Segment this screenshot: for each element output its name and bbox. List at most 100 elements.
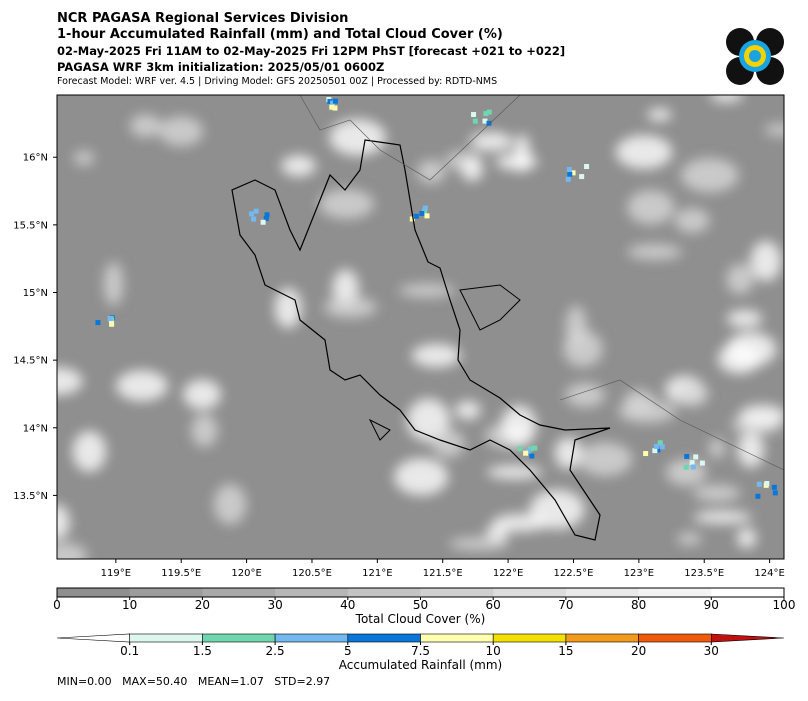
colorbar-tick-label: 0 [53,598,61,612]
cloud-patch [737,432,765,468]
x-tick-label: 121.5°E [423,568,463,579]
colorbar-tick-label: 20 [195,598,210,612]
cloud-patch [398,283,455,298]
colorbar-segment [638,588,712,597]
rain-pixel [413,213,419,219]
rain-pixel [517,446,523,452]
rain-pixel [756,481,762,487]
rain-pixel [95,320,101,326]
y-tick-label: 13.5°N [13,491,48,502]
valid-time: 02-May-2025 Fri 11AM to 02-May-2025 Fri … [57,44,566,58]
rain-pixel [699,460,705,466]
cloud-patch [57,543,88,559]
cloud-patch [448,537,509,551]
y-tick-label: 15.5°N [13,220,48,231]
colorbar-tick-label: 50 [413,598,428,612]
x-tick-label: 119.5°E [161,568,201,579]
coastline-faint [299,95,784,471]
rain-pixel [764,481,770,487]
rain-pixel [486,120,492,126]
x-tick-label: 123°E [624,568,654,579]
cloud-patch [129,114,162,138]
cloud-patch [461,158,483,182]
rain-pixel [327,99,333,105]
cloud-patch [417,159,446,184]
rain-pixel [523,450,529,456]
cloud-patch [615,134,673,170]
cloud-patch [394,458,449,496]
colorbar-tick-label: 90 [704,598,719,612]
init-time: PAGASA WRF 3km initialization: 2025/05/0… [57,60,385,74]
rain-pixel [264,212,270,218]
rain-pixel [472,118,478,124]
colorbar-segment [202,633,276,643]
cloud-patch [486,465,543,479]
colorbar-segment [493,588,567,597]
coastline [231,139,611,541]
rain-pixel [683,464,689,470]
x-tick-label: 124°E [754,568,784,579]
colorbar-tick-label: 10 [122,598,137,612]
cloud-patch [726,263,754,295]
cloud-patch [738,404,784,427]
rain-pixel [655,447,661,453]
cloud-patch [680,158,739,193]
rain-pixel [565,176,571,182]
y-tick-label: 16°N [23,153,48,164]
cloud-patch [578,442,633,477]
rain-pixel [693,454,699,460]
cloud-patch [514,133,531,173]
cloud-patch [191,413,218,447]
rain-pixel [643,451,649,457]
cloud-patch [627,243,682,260]
x-tick-label: 121°E [362,568,392,579]
colorbar-segment [274,633,349,643]
colorbar-tick-label: 7.5 [411,644,430,658]
colorbar-segment [492,633,567,643]
cloud-patch [57,367,83,396]
map-frame [56,94,785,560]
rain-pixel [657,440,663,446]
cloud-patch [717,343,761,374]
colorbar-extend-low [56,633,130,643]
cloud-patch [73,150,95,166]
rain-pixel [690,464,696,470]
title: NCR PAGASA Regional Services Division [57,11,349,26]
colorbar-extend-high [711,633,785,643]
rain-pixel [424,213,430,219]
cloud-patch [627,190,675,225]
colorbar-label: Accumulated Rainfall (mm) [339,658,502,672]
cloud-patch [708,438,726,459]
cloud-patch [674,208,710,233]
rain-pixel [659,444,665,450]
rain-pixel [584,164,590,170]
cloud-patch [501,405,537,446]
cloud-patch [158,116,204,147]
rain-pixel [566,167,572,173]
colorbar-segment [202,588,276,597]
rain-pixel [579,174,585,180]
cloud-patch [57,504,70,540]
rain-pixel [260,219,266,225]
cloud-patch [431,429,465,458]
cloud-patch [469,131,513,152]
cloud-patch [213,483,247,525]
cloud-patch [455,400,481,420]
cloud-patch [665,459,707,486]
x-tick-label: 122°E [493,568,523,579]
rain-pixel [332,105,338,111]
rain-pixel [419,210,425,216]
colorbar-segment [129,588,203,597]
cloud-patch [565,382,606,408]
cloud-field [57,95,784,559]
cloud-patch [647,108,672,122]
cloud-patch [736,527,757,549]
subtitle: 1-hour Accumulated Rainfall (mm) and Tot… [57,27,503,42]
y-tick-label: 15°N [23,288,48,299]
colorbar-tick-label: 15 [558,644,573,658]
colorbar-segment [565,588,640,597]
x-tick-label: 120°E [231,568,261,579]
colorbar-segment [420,588,494,597]
colorbar-tick-label: 2.5 [266,644,285,658]
